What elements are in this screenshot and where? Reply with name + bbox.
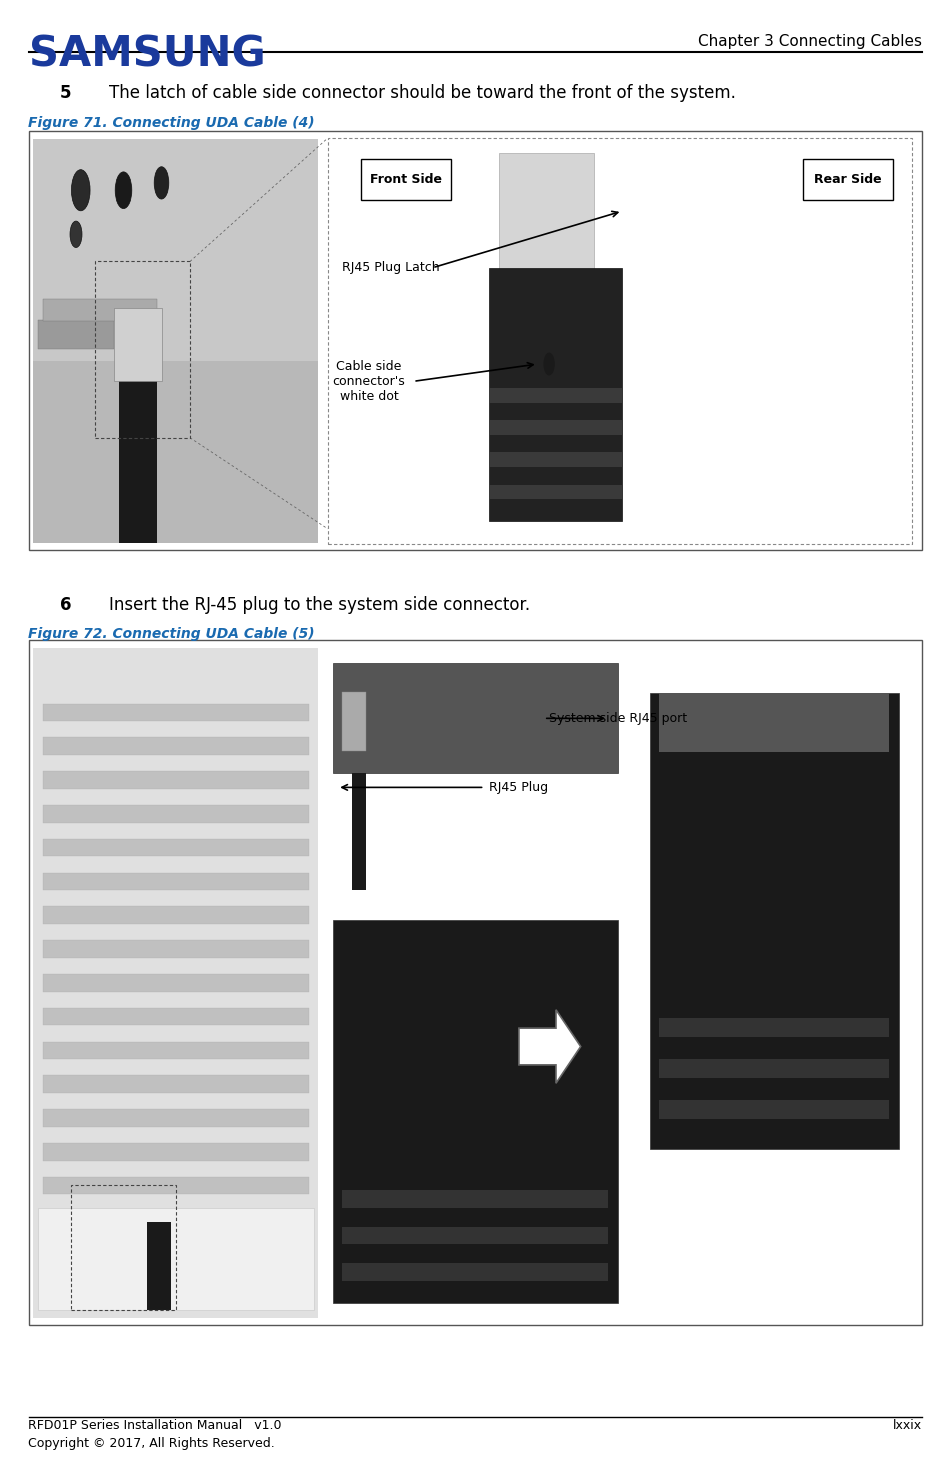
- Bar: [43, 805, 309, 823]
- Bar: [119, 320, 157, 544]
- Ellipse shape: [154, 167, 169, 200]
- Bar: [33, 140, 318, 544]
- Bar: [489, 452, 622, 467]
- Bar: [361, 159, 451, 200]
- Text: lxxix: lxxix: [892, 1419, 922, 1432]
- Bar: [328, 138, 912, 544]
- Bar: [659, 1059, 889, 1078]
- Bar: [43, 704, 309, 721]
- Ellipse shape: [70, 222, 82, 248]
- Bar: [43, 873, 309, 890]
- Bar: [114, 308, 162, 382]
- Text: Figure 72. Connecting UDA Cable (5): Figure 72. Connecting UDA Cable (5): [28, 627, 315, 642]
- Bar: [38, 320, 114, 350]
- Bar: [43, 906, 309, 924]
- Bar: [71, 1185, 176, 1310]
- Ellipse shape: [115, 172, 132, 209]
- Bar: [342, 1227, 608, 1244]
- Bar: [650, 693, 899, 1149]
- Bar: [659, 693, 889, 752]
- Bar: [43, 1143, 309, 1161]
- Text: Cable side
connector's
white dot: Cable side connector's white dot: [332, 360, 406, 403]
- Bar: [43, 1042, 309, 1059]
- Text: Insert the RJ-45 plug to the system side connector.: Insert the RJ-45 plug to the system side…: [109, 596, 530, 614]
- Text: RJ45 Plug: RJ45 Plug: [489, 782, 548, 793]
- Bar: [43, 940, 309, 958]
- Bar: [147, 1222, 171, 1310]
- Bar: [659, 1100, 889, 1119]
- Text: RJ45 Plug Latch: RJ45 Plug Latch: [342, 261, 440, 275]
- Bar: [43, 298, 157, 320]
- Bar: [33, 140, 318, 361]
- Bar: [803, 159, 893, 200]
- Text: RFD01P Series Installation Manual   v1.0: RFD01P Series Installation Manual v1.0: [28, 1419, 282, 1432]
- Text: 6: 6: [60, 596, 71, 614]
- Bar: [489, 420, 622, 435]
- Text: Figure 71. Connecting UDA Cable (4): Figure 71. Connecting UDA Cable (4): [28, 116, 315, 131]
- Bar: [43, 1244, 309, 1262]
- Bar: [43, 1177, 309, 1194]
- Bar: [43, 1008, 309, 1025]
- Bar: [43, 974, 309, 992]
- Bar: [43, 1109, 309, 1127]
- Bar: [489, 485, 622, 499]
- Bar: [28, 132, 922, 551]
- Bar: [352, 773, 366, 890]
- Text: SAMSUNG: SAMSUNG: [28, 34, 265, 76]
- Text: System side RJ45 port: System side RJ45 port: [548, 712, 687, 724]
- Bar: [95, 261, 190, 438]
- Bar: [33, 648, 318, 1318]
- Text: Rear Side: Rear Side: [814, 173, 882, 185]
- Bar: [342, 1263, 608, 1281]
- Bar: [489, 388, 622, 403]
- Text: Front Side: Front Side: [370, 173, 442, 185]
- Polygon shape: [519, 1009, 580, 1083]
- Bar: [332, 920, 618, 1303]
- Text: Copyright © 2017, All Rights Reserved.: Copyright © 2017, All Rights Reserved.: [28, 1437, 276, 1450]
- Bar: [489, 267, 622, 521]
- Ellipse shape: [543, 353, 555, 376]
- Bar: [43, 771, 309, 789]
- Bar: [470, 145, 660, 536]
- Bar: [659, 1018, 889, 1037]
- Bar: [332, 663, 618, 773]
- Ellipse shape: [71, 170, 90, 212]
- Bar: [38, 1208, 314, 1310]
- Bar: [43, 1210, 309, 1228]
- Bar: [499, 153, 594, 270]
- Bar: [342, 1190, 608, 1208]
- Bar: [43, 737, 309, 755]
- Bar: [342, 692, 366, 751]
- Bar: [43, 1278, 309, 1296]
- Text: 5: 5: [60, 84, 71, 101]
- Bar: [28, 640, 922, 1325]
- Text: The latch of cable side connector should be toward the front of the system.: The latch of cable side connector should…: [109, 84, 736, 101]
- Text: Chapter 3 Connecting Cables: Chapter 3 Connecting Cables: [697, 34, 922, 48]
- Bar: [43, 839, 309, 856]
- Bar: [43, 1075, 309, 1093]
